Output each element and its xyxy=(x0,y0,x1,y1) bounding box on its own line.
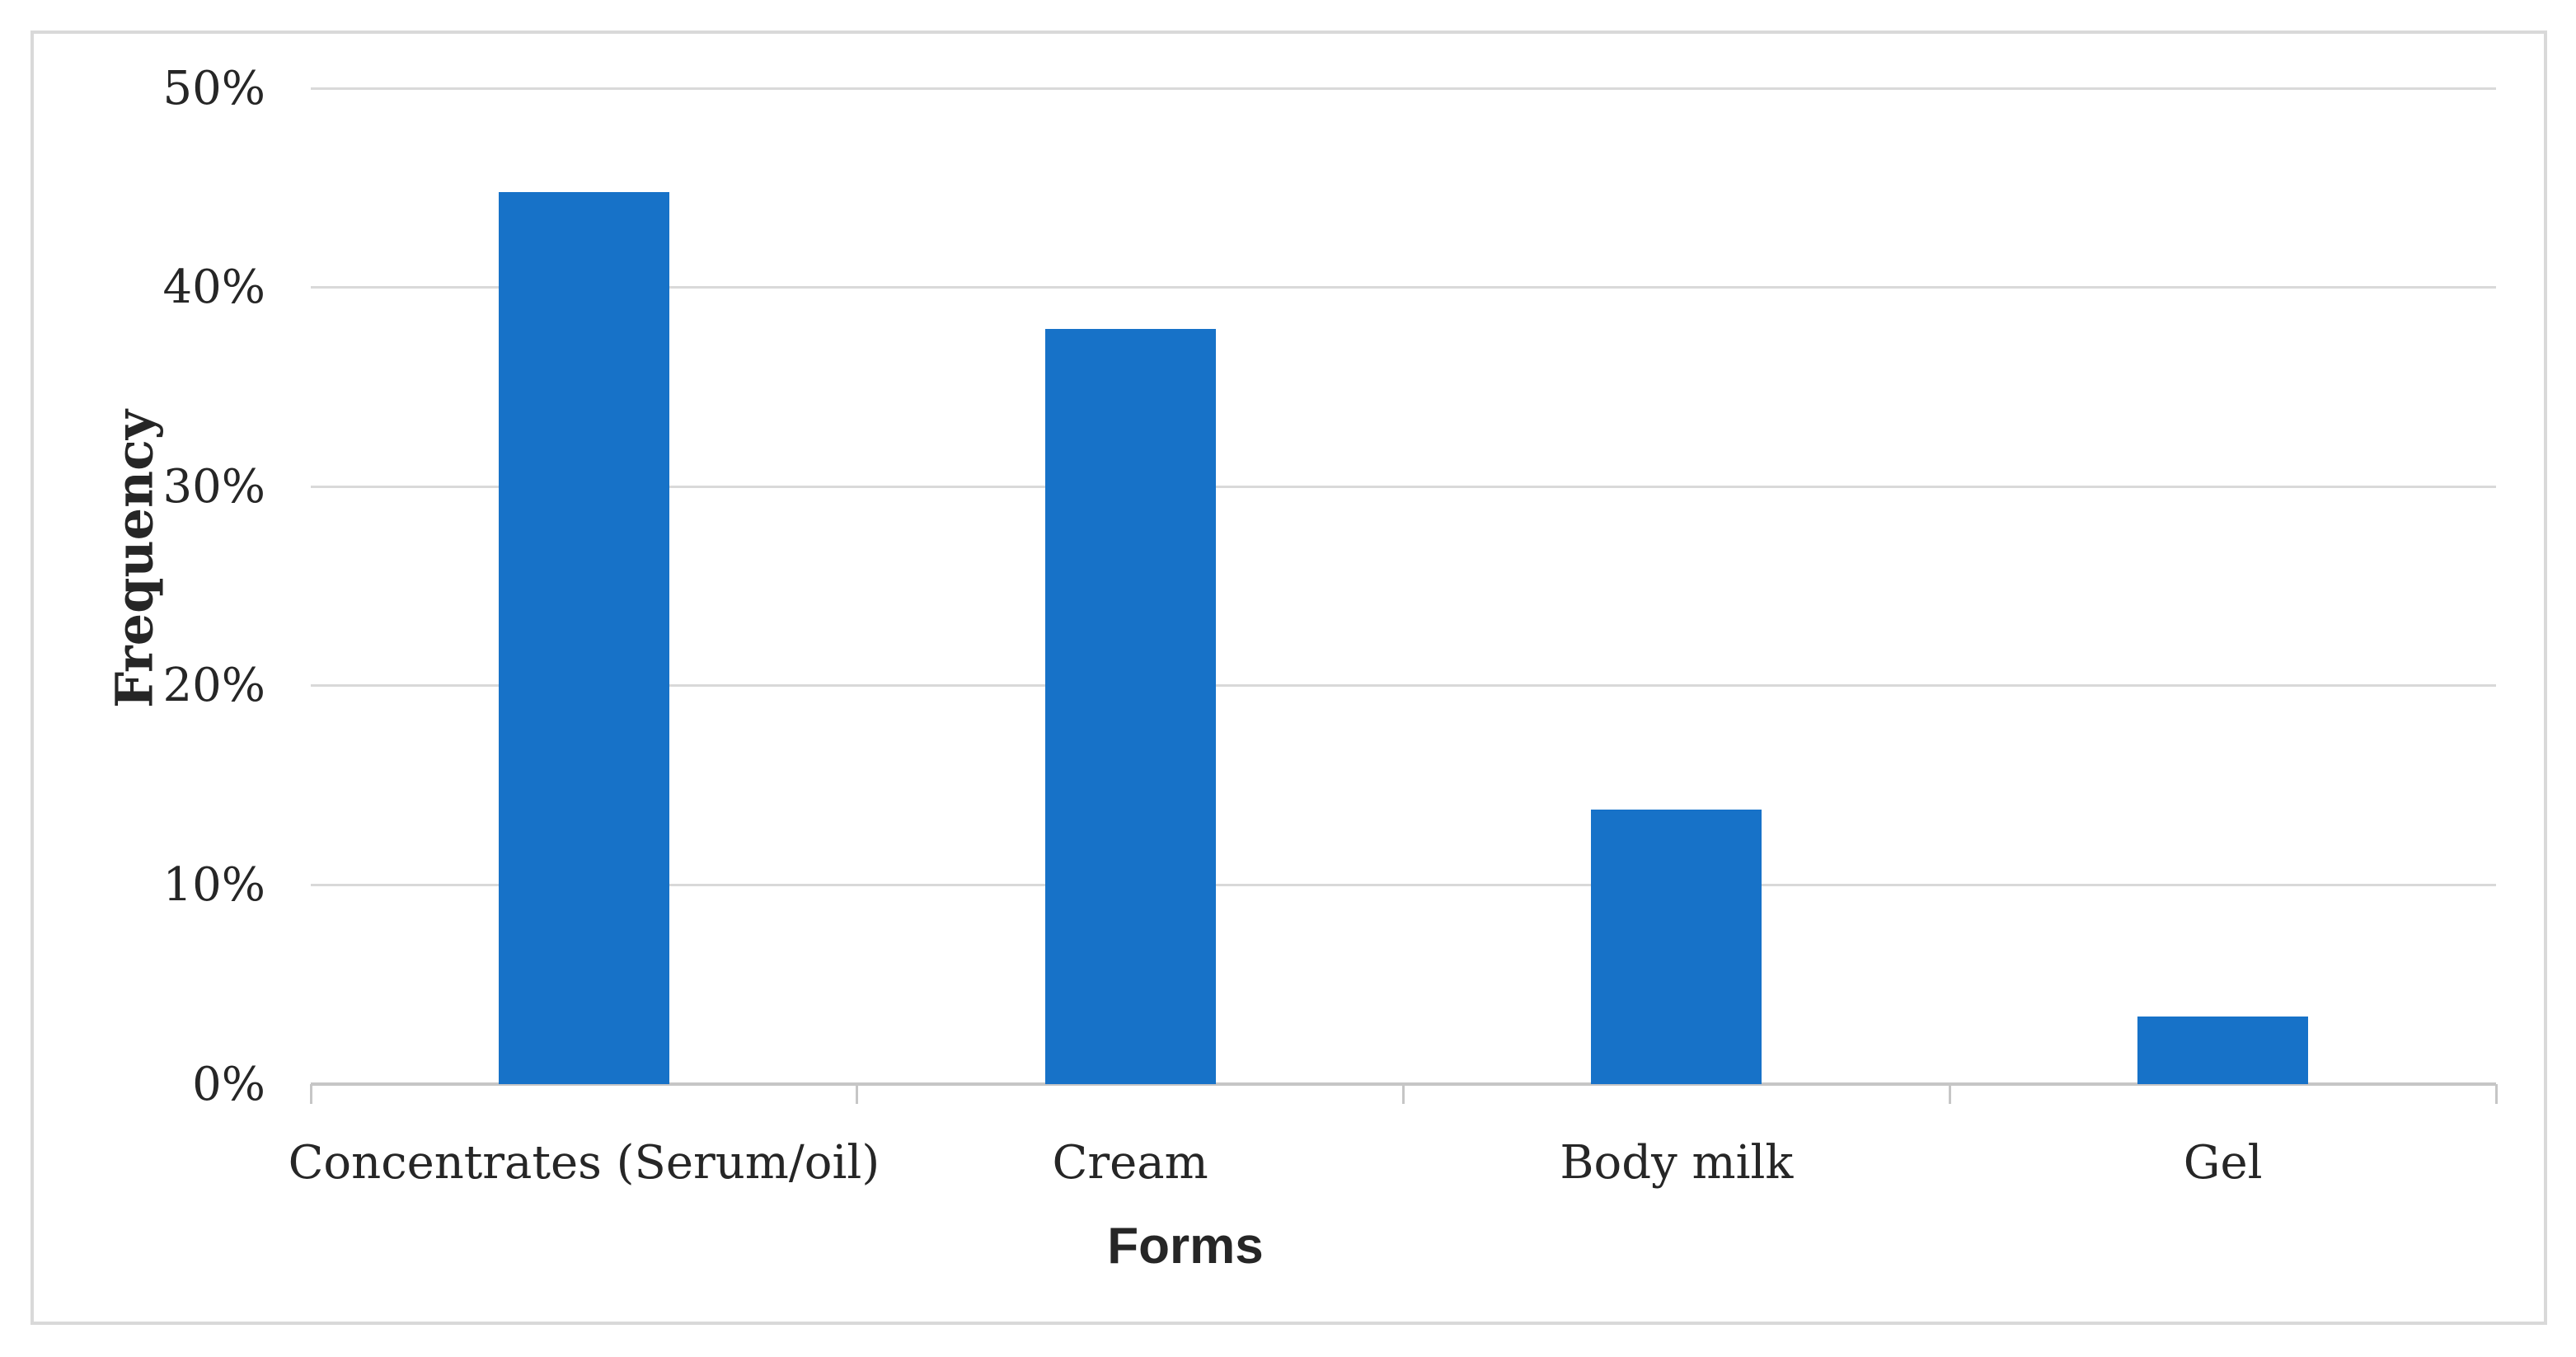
x-axis-title: Forms xyxy=(1107,1217,1264,1275)
y-tick-label-0: 0% xyxy=(192,1057,265,1111)
chart-frame xyxy=(30,31,2547,1325)
x-category-label-gel: Gel xyxy=(2183,1135,2263,1190)
x-category-label-concentrates-serum-oil: Concentrates (Serum/oil) xyxy=(288,1135,880,1190)
y-tick-label-30: 30% xyxy=(162,459,265,514)
gridline xyxy=(311,883,2496,886)
x-axis-tick xyxy=(1948,1084,1951,1104)
y-tick-label-40: 40% xyxy=(162,261,265,315)
bar-gel xyxy=(2137,1016,2309,1084)
y-tick-label-10: 10% xyxy=(162,857,265,912)
x-axis-tick xyxy=(856,1084,859,1104)
bar-cream xyxy=(1044,329,1216,1084)
y-tick-label-20: 20% xyxy=(162,659,265,713)
x-axis-tick xyxy=(1402,1084,1405,1104)
x-category-label-cream: Cream xyxy=(1052,1135,1208,1190)
gridline xyxy=(311,684,2496,688)
y-tick-label-50: 50% xyxy=(162,61,265,115)
gridline xyxy=(311,485,2496,488)
bar-concentrates-serum-oil xyxy=(498,191,669,1084)
bar-body-milk xyxy=(1591,809,1762,1084)
x-axis-tick xyxy=(2494,1084,2498,1104)
x-axis-tick xyxy=(309,1084,312,1104)
gridline xyxy=(311,286,2496,289)
gridline xyxy=(311,87,2496,90)
x-category-label-body-milk: Body milk xyxy=(1560,1135,1794,1190)
